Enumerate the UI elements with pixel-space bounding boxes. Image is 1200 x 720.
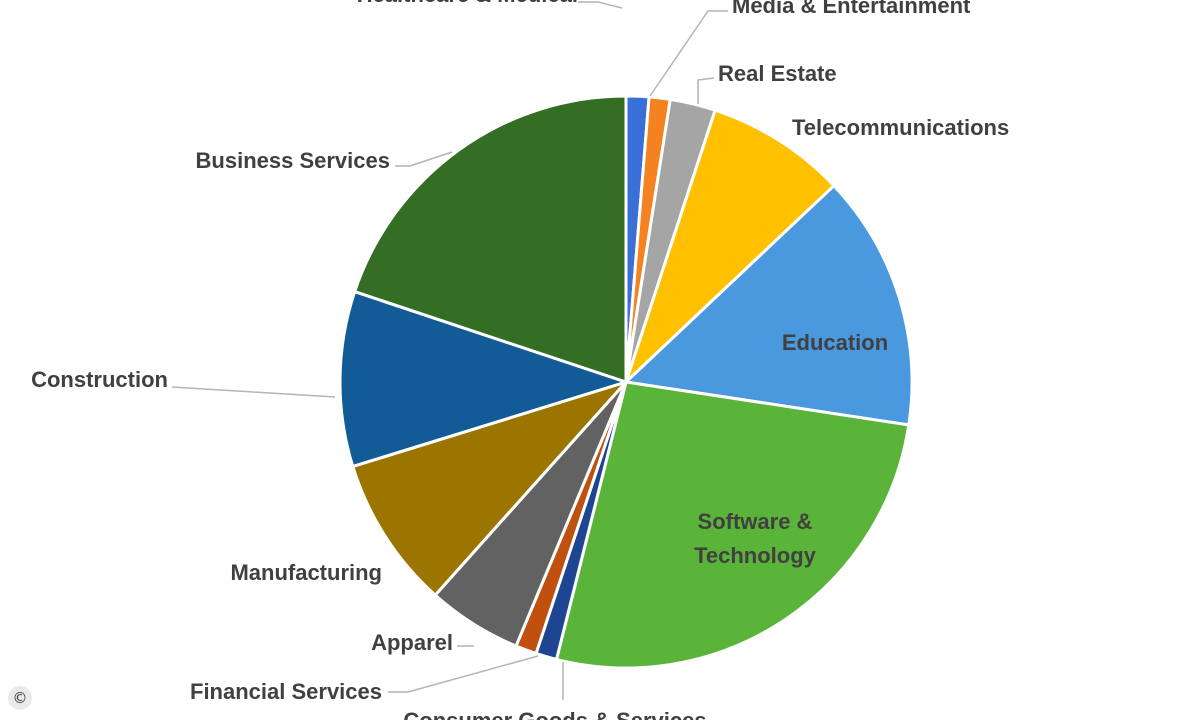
slice-label-software-and-technology: Software & Technology bbox=[694, 509, 817, 568]
leader-line-healthcare-and-medical bbox=[578, 1, 623, 9]
leader-line-real-estate bbox=[697, 77, 715, 104]
pie-slice-education bbox=[624, 184, 914, 427]
leader-line-business-services bbox=[395, 151, 453, 167]
slice-label-apparel: Apparel bbox=[371, 630, 453, 655]
slice-label-media-and-entertainment: Media & Entertainment bbox=[732, 0, 971, 18]
pie-slice-software-and-technology bbox=[554, 380, 911, 670]
slice-label-business-services: Business Services bbox=[196, 148, 390, 173]
leader-lines bbox=[171, 1, 728, 700]
slice-label-real-estate: Real Estate bbox=[718, 61, 837, 86]
slice-label-financial-services: Financial Services bbox=[190, 679, 382, 704]
pie-slice-telecommunications bbox=[624, 108, 836, 384]
leader-line-media-and-entertainment bbox=[649, 10, 728, 97]
slice-label-consumer-goods-and-services: Consumer Goods & Services bbox=[403, 708, 706, 720]
leader-line-financial-services bbox=[388, 655, 539, 693]
pie-slice-manufacturing bbox=[351, 380, 628, 597]
pie-slice-business-services bbox=[353, 94, 628, 384]
slice-label-construction: Construction bbox=[31, 367, 168, 392]
leader-line-construction bbox=[171, 386, 336, 398]
pie-slices bbox=[338, 94, 914, 670]
slice-label-education: Education bbox=[782, 330, 888, 355]
slice-label-telecommunications: Telecommunications bbox=[792, 115, 1009, 140]
slice-label-healthcare-and-medical: Healthcare & Medical bbox=[357, 0, 578, 7]
slice-label-manufacturing: Manufacturing bbox=[230, 560, 382, 585]
pie-slice-construction bbox=[338, 290, 628, 468]
copyright-badge: © bbox=[8, 686, 32, 710]
slice-labels: Healthcare & Medical Media & Entertainmen… bbox=[31, 0, 1009, 720]
